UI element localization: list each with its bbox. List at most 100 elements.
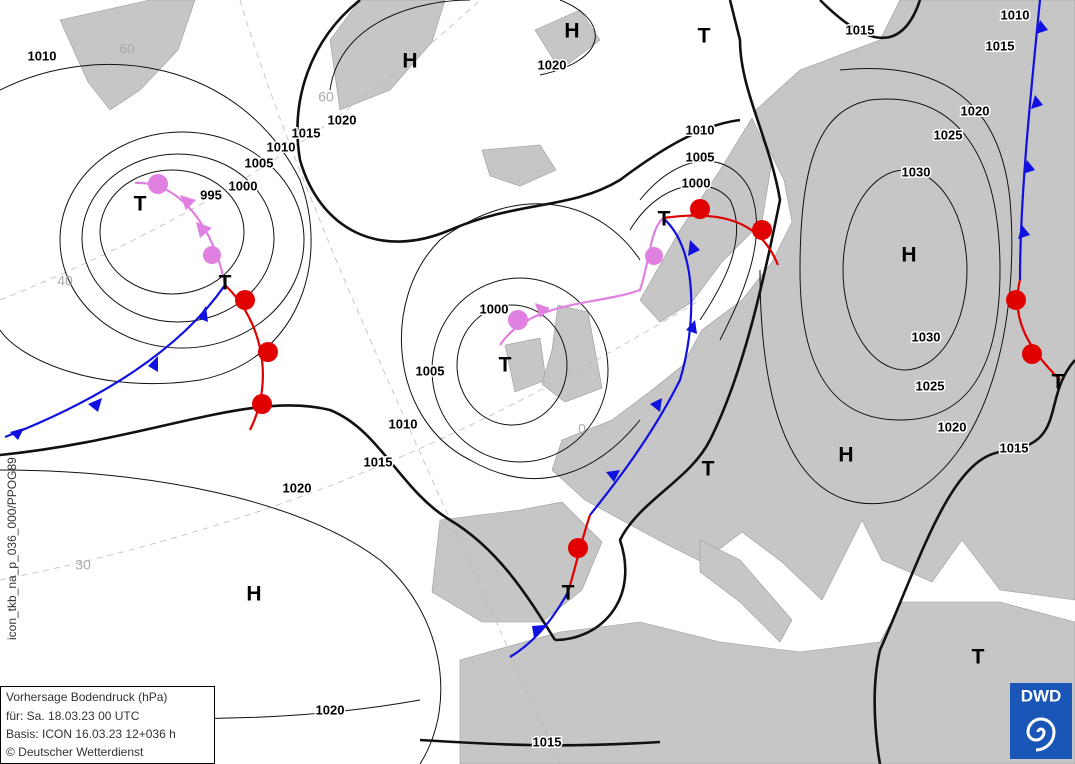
info-copyright: © Deutscher Wetterdienst bbox=[6, 745, 144, 759]
iberia bbox=[431, 501, 603, 623]
isobar bbox=[0, 469, 442, 764]
isobar-label: 1015 bbox=[986, 38, 1015, 53]
pressure-center: T bbox=[698, 25, 711, 48]
isobar bbox=[873, 359, 1075, 764]
cold-front bbox=[1018, 0, 1042, 281]
isobar-label: 1000 bbox=[682, 175, 711, 190]
isobar-label: 995 bbox=[200, 187, 222, 202]
pressure-center: H bbox=[564, 20, 579, 43]
labels: 1010101010151015102010201015101010051000… bbox=[26, 6, 1065, 751]
isobar bbox=[799, 98, 1001, 421]
graticule-label: 40 bbox=[57, 273, 73, 289]
isobar-label: 1010 bbox=[686, 122, 715, 137]
italy bbox=[699, 539, 793, 643]
isobar-label: 1000 bbox=[480, 301, 509, 316]
isobar-label: 1015 bbox=[1000, 440, 1029, 455]
isobar-label: 1030 bbox=[902, 164, 931, 179]
pressure-center: T bbox=[658, 208, 671, 231]
pressure-center: H bbox=[901, 244, 916, 267]
isobar bbox=[554, 0, 782, 642]
front-symbols bbox=[10, 20, 1048, 638]
info-title: Vorhersage Bodendruck (hPa) bbox=[6, 690, 167, 704]
pressure-center: T bbox=[702, 458, 715, 481]
isobar bbox=[639, 160, 758, 341]
pressure-center: T bbox=[972, 646, 985, 669]
grid-line bbox=[239, 0, 561, 764]
isobar-label: 1005 bbox=[686, 149, 715, 164]
warm-symbol bbox=[235, 199, 1042, 558]
isobar-label: 1020 bbox=[316, 702, 345, 717]
pressure-center: H bbox=[838, 444, 853, 467]
iceland bbox=[481, 144, 557, 187]
graticule bbox=[0, 0, 701, 764]
info-box: Vorhersage Bodendruck (hPa) für: Sa. 18.… bbox=[0, 686, 215, 764]
isobar-label: 1020 bbox=[938, 419, 967, 434]
warm-front bbox=[662, 214, 780, 266]
isobar bbox=[81, 153, 275, 323]
land bbox=[59, 0, 1075, 764]
dwd-logo: DWD bbox=[1010, 683, 1072, 759]
isobar bbox=[629, 184, 738, 321]
isobar-label: 1020 bbox=[961, 103, 990, 118]
isobar-label: 1030 bbox=[912, 329, 941, 344]
isobar bbox=[0, 64, 312, 384]
product-code: icon_tkb_na_p_036_000/PPOG89 bbox=[5, 457, 19, 640]
isobar-label: 1010 bbox=[1001, 7, 1030, 22]
isobar bbox=[59, 131, 305, 349]
isobar bbox=[99, 169, 245, 295]
isobar-label: 1015 bbox=[846, 22, 875, 37]
isobar bbox=[759, 68, 1013, 505]
grid-line bbox=[0, 0, 481, 301]
isobar-label: 1005 bbox=[245, 155, 274, 170]
isobar bbox=[842, 169, 968, 371]
logo-background bbox=[1010, 683, 1072, 759]
pressure-center: H bbox=[246, 583, 261, 606]
pressure-center: T bbox=[499, 354, 512, 377]
pressure-center: T bbox=[219, 272, 232, 295]
isobar-label: 1010 bbox=[267, 139, 296, 154]
info-basis: Basis: ICON 16.03.23 12+036 h bbox=[6, 727, 176, 741]
isobar bbox=[431, 277, 609, 463]
pressure-center: H bbox=[402, 50, 417, 73]
isobar-label: 1020 bbox=[538, 57, 567, 72]
graticule-label: 60 bbox=[318, 89, 334, 105]
graticule-label: 60 bbox=[119, 41, 135, 57]
info-box-frame bbox=[0, 686, 215, 764]
isobar bbox=[456, 304, 568, 426]
isobar bbox=[329, 0, 596, 91]
arctic-land bbox=[329, 0, 446, 111]
isobar bbox=[296, 0, 741, 243]
isobar bbox=[819, 0, 922, 40]
pressure-center: T bbox=[134, 193, 147, 216]
mainland-europe bbox=[551, 0, 1075, 601]
isobar-label: 1000 bbox=[229, 178, 258, 193]
pressure-center: T bbox=[1052, 371, 1065, 394]
isobar-label: 1020 bbox=[283, 480, 312, 495]
isobar-label: 1010 bbox=[389, 416, 418, 431]
isobar bbox=[400, 203, 641, 480]
pressure-center: T bbox=[562, 582, 575, 605]
cold-front bbox=[589, 217, 693, 516]
isobar-label: 1015 bbox=[364, 454, 393, 469]
isobar-label: 1005 bbox=[416, 363, 445, 378]
isobar-label: 1015 bbox=[533, 734, 562, 749]
cold-front bbox=[509, 591, 569, 658]
occluded-front bbox=[499, 217, 664, 346]
isobar-label: 1010 bbox=[28, 48, 57, 63]
isobar-label: 1020 bbox=[328, 112, 357, 127]
logo-spiral bbox=[1026, 717, 1056, 752]
graticule-label: 30 bbox=[75, 557, 91, 573]
logo-text: DWD bbox=[1021, 686, 1062, 705]
isobar bbox=[0, 404, 557, 641]
isobar bbox=[419, 738, 661, 747]
graticule-label: 0 bbox=[578, 421, 586, 437]
grid-line bbox=[0, 299, 701, 581]
occluded-symbol bbox=[148, 174, 663, 330]
isobar-label: 1025 bbox=[916, 378, 945, 393]
info-valid: für: Sa. 18.03.23 00 UTC bbox=[6, 709, 140, 723]
isobar-label: 1025 bbox=[934, 127, 963, 142]
isobar-label: 1015 bbox=[292, 125, 321, 140]
arctic-island bbox=[534, 9, 601, 71]
